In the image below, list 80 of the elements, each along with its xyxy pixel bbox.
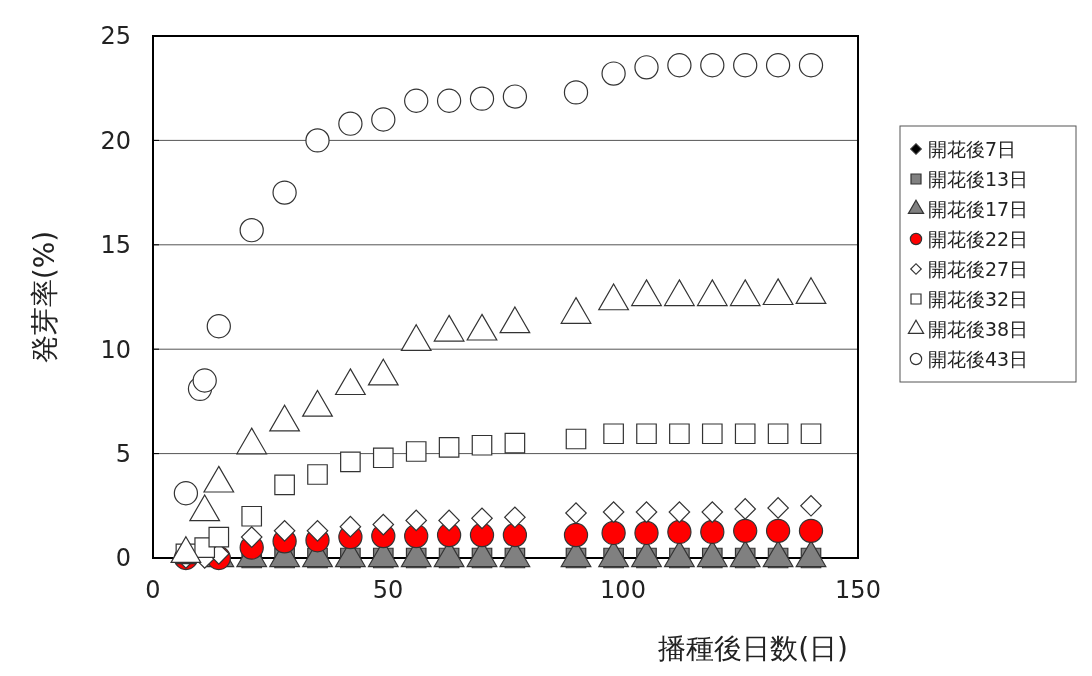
- point: [767, 423, 789, 445]
- point: [206, 314, 231, 339]
- x-tick-label: 150: [835, 576, 881, 604]
- point: [734, 423, 756, 445]
- point: [372, 513, 395, 536]
- legend-label: 開花後13日: [928, 167, 1029, 190]
- y-tick-label: 25: [100, 22, 131, 51]
- point: [372, 447, 394, 469]
- y-axis-title: 発芽率(%): [28, 230, 61, 364]
- point: [700, 53, 725, 78]
- point: [273, 520, 296, 542]
- point: [765, 53, 791, 78]
- point: [733, 518, 758, 543]
- point: [307, 464, 328, 485]
- point: [701, 423, 723, 445]
- point: [668, 501, 691, 523]
- point: [305, 128, 330, 153]
- y-tick-label: 15: [100, 231, 131, 260]
- point: [471, 434, 493, 456]
- point: [404, 88, 429, 113]
- point: [241, 505, 263, 527]
- point: [438, 436, 460, 458]
- legend-label: 開花後22日: [928, 227, 1029, 250]
- point: [471, 507, 493, 530]
- point: [274, 474, 295, 496]
- point: [371, 107, 396, 132]
- point: [636, 423, 657, 445]
- x-tick-label: 100: [600, 576, 646, 604]
- point: [192, 368, 217, 393]
- point: [563, 522, 589, 548]
- point: [565, 428, 587, 450]
- point: [240, 526, 263, 548]
- point: [339, 515, 362, 538]
- point: [700, 519, 725, 545]
- x-axis-title: 播種後日数(日): [658, 632, 848, 665]
- point: [405, 509, 428, 532]
- point: [765, 518, 791, 543]
- point: [798, 518, 824, 543]
- point: [504, 506, 526, 529]
- point: [438, 509, 460, 532]
- point: [436, 88, 462, 113]
- point: [272, 180, 297, 205]
- legend-label: 開花後27日: [928, 257, 1029, 280]
- point: [173, 481, 199, 506]
- y-tick-label: 0: [115, 544, 131, 573]
- point: [733, 53, 758, 78]
- point: [338, 111, 363, 136]
- y-tick-label: 5: [115, 440, 131, 468]
- point: [634, 520, 659, 546]
- point: [469, 86, 495, 111]
- point: [469, 522, 495, 548]
- x-tick-label: 50: [372, 576, 404, 604]
- point: [239, 218, 264, 243]
- point: [701, 501, 724, 523]
- point: [563, 80, 589, 105]
- point: [603, 423, 624, 445]
- point: [306, 520, 329, 542]
- point: [667, 519, 692, 545]
- legend-label: 開花後7日: [928, 137, 1017, 160]
- point: [502, 84, 528, 109]
- legend-label: 開花後43日: [928, 347, 1029, 370]
- point: [601, 61, 626, 86]
- y-tick-label: 20: [100, 126, 131, 155]
- point: [601, 520, 626, 546]
- legend-label: 開花後17日: [928, 197, 1029, 220]
- point: [504, 432, 526, 454]
- point: [405, 441, 427, 462]
- point: [800, 423, 822, 445]
- legend-label: 開花後32日: [928, 287, 1029, 310]
- point: [667, 53, 692, 78]
- point: [502, 522, 528, 548]
- point: [669, 423, 690, 445]
- legend-label: 開花後38日: [928, 317, 1029, 340]
- point: [208, 526, 230, 548]
- point: [340, 451, 361, 473]
- x-tick-label: 0: [145, 576, 161, 604]
- point: [800, 494, 822, 517]
- y-tick-label: 10: [100, 335, 131, 364]
- point: [634, 55, 659, 80]
- point: [798, 53, 824, 78]
